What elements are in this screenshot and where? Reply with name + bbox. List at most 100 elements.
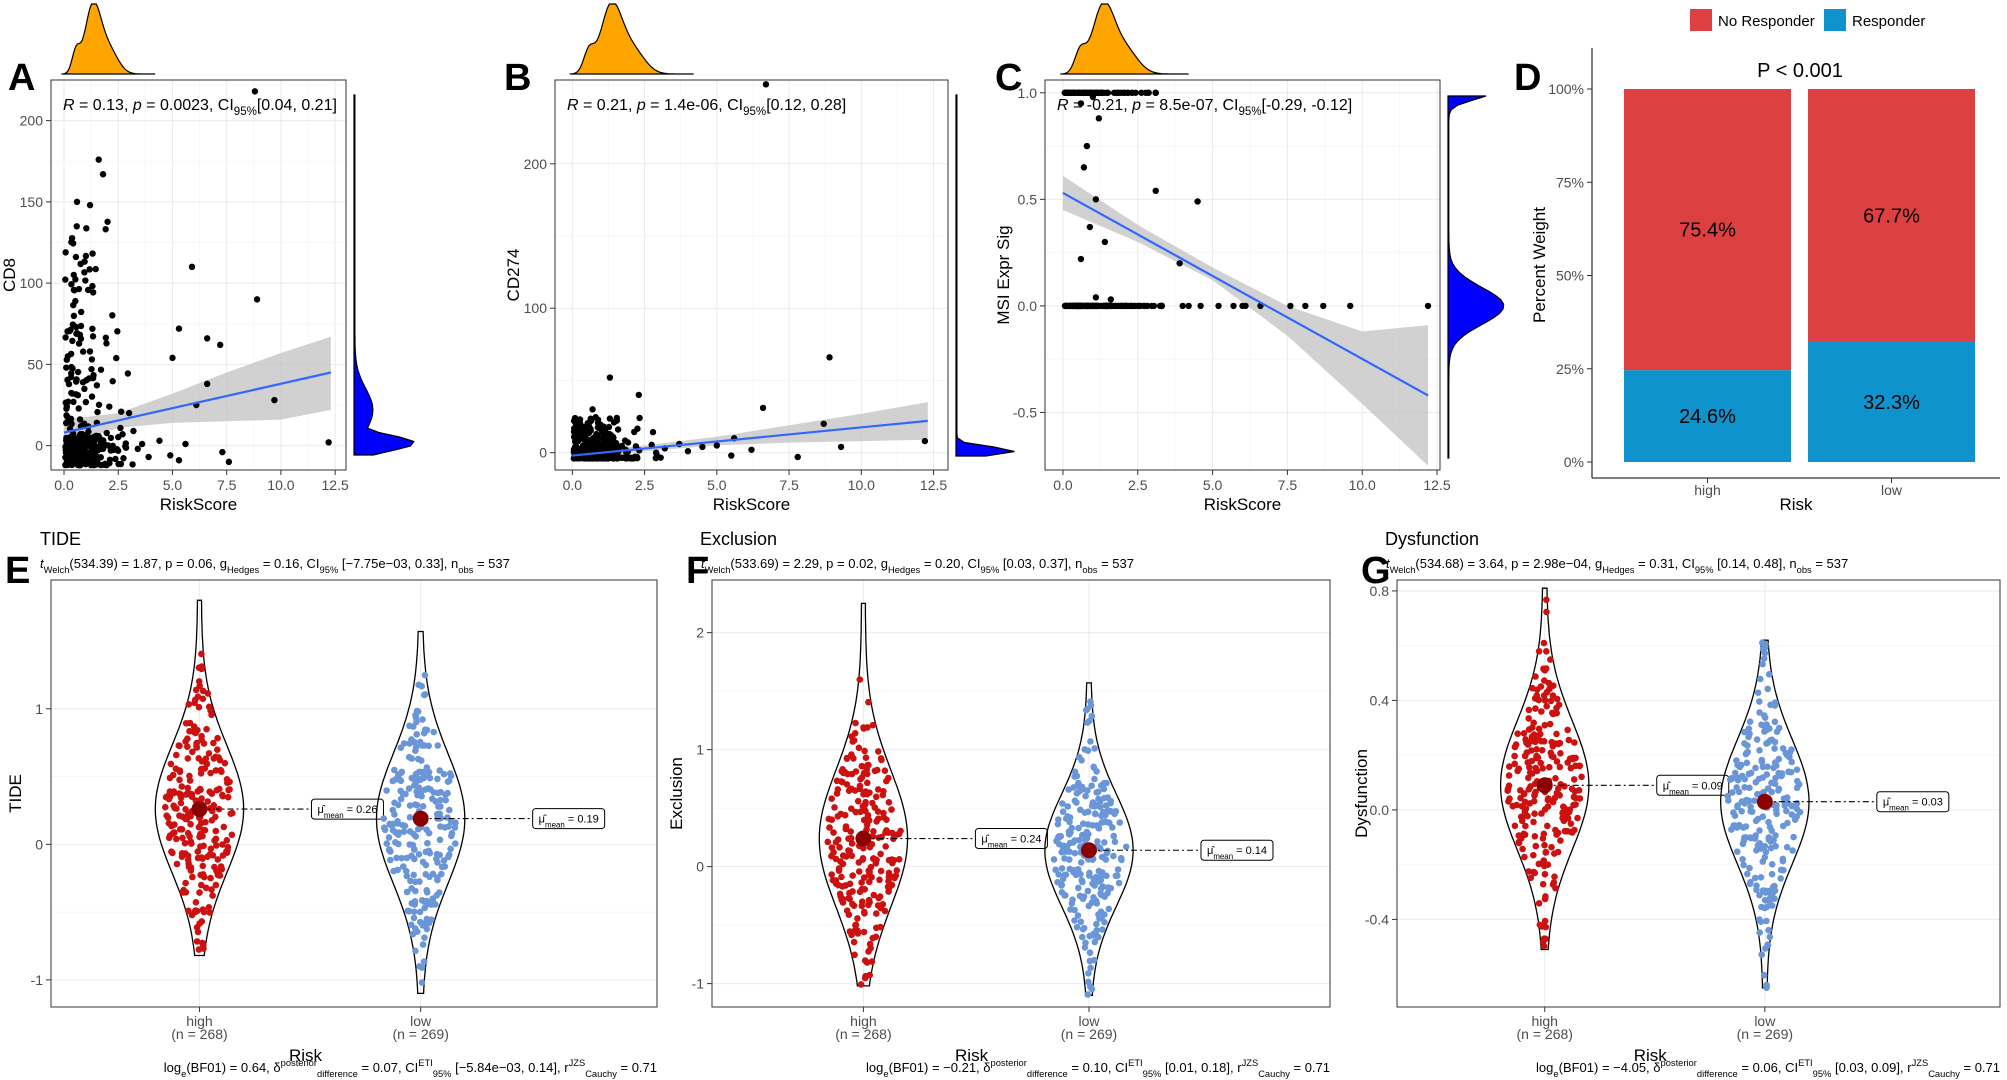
data-point (209, 892, 216, 899)
data-point (102, 442, 109, 449)
data-point (1549, 753, 1557, 760)
marginal-density-top (1059, 3, 1189, 75)
data-point (1525, 868, 1532, 875)
data-point (836, 844, 843, 851)
data-point (897, 827, 904, 835)
data-point (212, 881, 220, 889)
data-point (69, 337, 76, 345)
data-point (885, 888, 892, 895)
data-point (1532, 705, 1539, 712)
bayes-footer: loge(BF01) = −4.05, δposteriordifference… (1536, 1058, 2000, 1079)
data-point (204, 690, 212, 697)
data-point (72, 297, 79, 305)
y-axis-title: TIDE (6, 774, 25, 813)
data-point (1532, 673, 1539, 680)
data-point (1548, 738, 1555, 746)
data-point (425, 829, 433, 837)
y-tick-label: -1 (31, 972, 44, 988)
data-point (195, 703, 203, 711)
regression-line (1062, 191, 1429, 397)
data-point (170, 790, 177, 797)
data-point (1505, 798, 1512, 805)
data-point (839, 899, 847, 906)
data-point (88, 365, 95, 373)
data-point (73, 198, 81, 206)
data-point (423, 726, 431, 734)
data-point (1511, 760, 1518, 768)
data-point (1088, 985, 1096, 993)
x-tick-label: 12.5 (920, 477, 947, 493)
data-point (76, 416, 84, 423)
data-point (1757, 845, 1764, 852)
data-point (1514, 767, 1521, 775)
data-point (1789, 847, 1796, 854)
data-point (1770, 764, 1777, 772)
data-point (1546, 720, 1554, 728)
data-point (441, 824, 449, 831)
data-point (130, 427, 137, 435)
data-point (182, 440, 189, 448)
data-point (864, 814, 871, 822)
data-point (1092, 810, 1099, 818)
data-point (1739, 856, 1746, 863)
data-point (194, 854, 202, 862)
data-point (1073, 923, 1081, 931)
data-point (1530, 818, 1537, 826)
data-point (1541, 917, 1549, 925)
scatter-panel-A: 0.0 2.5 5.0 7.5 10.0 12.5 0 50 100 150 200 RiskScor… (0, 3, 415, 514)
data-point (173, 860, 181, 868)
data-point (107, 434, 115, 442)
data-point (1075, 89, 1082, 96)
data-point (408, 900, 416, 907)
data-point (1775, 755, 1783, 763)
data-point (601, 428, 609, 435)
bar-responder-high (1624, 370, 1791, 462)
data-point (628, 455, 635, 462)
data-point (410, 908, 418, 915)
data-point (1746, 864, 1753, 872)
data-point (850, 737, 858, 744)
data-point (115, 460, 122, 468)
data-point (861, 806, 868, 813)
data-point (1557, 750, 1564, 757)
data-point (92, 265, 99, 273)
data-point (1548, 843, 1555, 851)
data-point (1082, 939, 1089, 947)
data-point (866, 971, 873, 979)
data-point (410, 871, 418, 879)
data-point (848, 770, 856, 778)
points (62, 88, 332, 469)
data-point (1544, 796, 1552, 804)
data-point (1741, 784, 1748, 791)
data-point (849, 872, 856, 879)
data-point (1543, 608, 1550, 616)
data-point (875, 748, 882, 755)
data-point (69, 321, 77, 328)
data-point (1052, 866, 1059, 874)
data-point (207, 707, 214, 714)
data-point (102, 334, 110, 341)
data-point (77, 260, 84, 268)
data-point (885, 873, 893, 881)
data-point (182, 879, 189, 887)
data-point (870, 855, 877, 862)
data-point (838, 873, 845, 881)
data-point (1552, 826, 1559, 834)
data-point (86, 201, 94, 209)
x-tick-sample-size: (n = 268) (835, 1026, 891, 1042)
data-point (1549, 798, 1557, 806)
data-point (1551, 850, 1558, 857)
data-point (1768, 861, 1776, 868)
data-point (82, 277, 89, 284)
data-point (1064, 803, 1071, 810)
data-point (1760, 655, 1768, 662)
data-point (1069, 896, 1076, 903)
data-point (207, 845, 215, 852)
plot-frame (1396, 579, 2001, 1008)
data-point (207, 874, 214, 882)
data-point (1077, 255, 1085, 263)
mean-label-box (974, 828, 1048, 850)
data-point (1532, 788, 1539, 796)
data-point (1542, 893, 1549, 900)
data-point (1287, 302, 1294, 310)
